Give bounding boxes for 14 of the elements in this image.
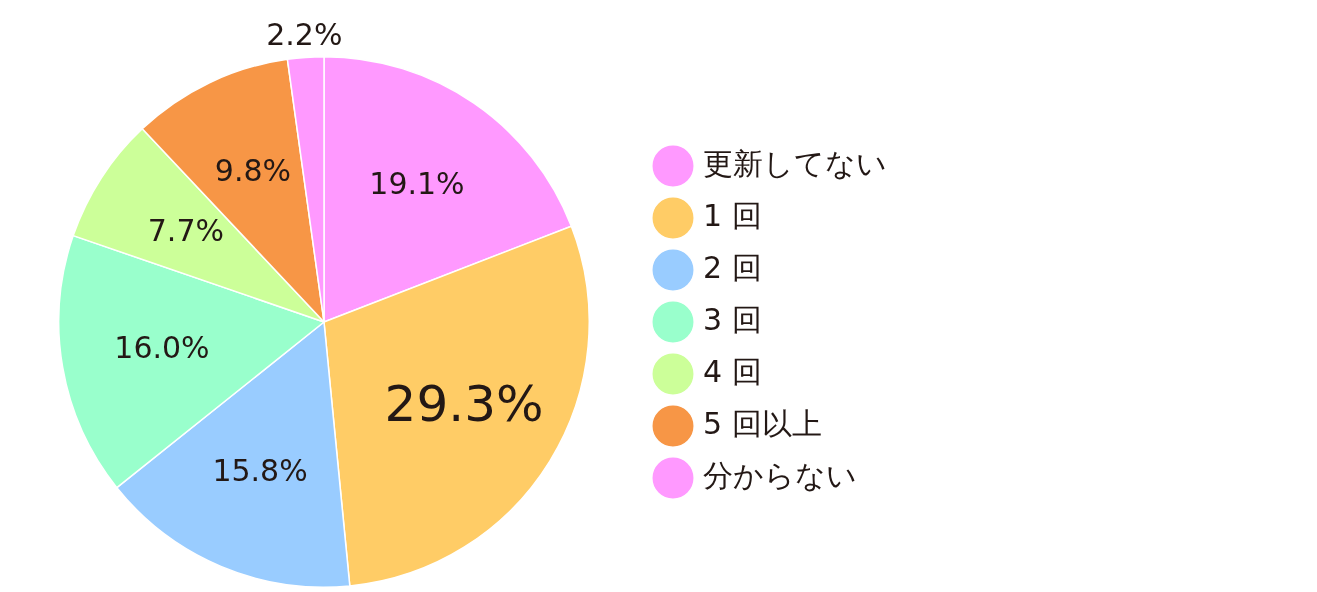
legend-label: 4 回 [703, 353, 762, 389]
data-label: 29.3% [384, 375, 544, 434]
data-label: 2.2% [266, 17, 343, 53]
legend-label: 更新してない [703, 145, 887, 181]
data-label: 15.8% [212, 453, 308, 489]
data-label: 9.8% [214, 153, 292, 189]
legend-label: 5 回以上 [703, 405, 822, 441]
legend-label: 2 回 [703, 249, 762, 285]
legend-label: 1 回 [703, 197, 762, 233]
data-label: 16.0% [114, 329, 210, 365]
data-label: 19.1% [369, 166, 465, 202]
legend-label: 分からない [703, 457, 857, 493]
legend-label: 3 回 [703, 301, 762, 337]
data-label: 7.7% [147, 212, 224, 248]
